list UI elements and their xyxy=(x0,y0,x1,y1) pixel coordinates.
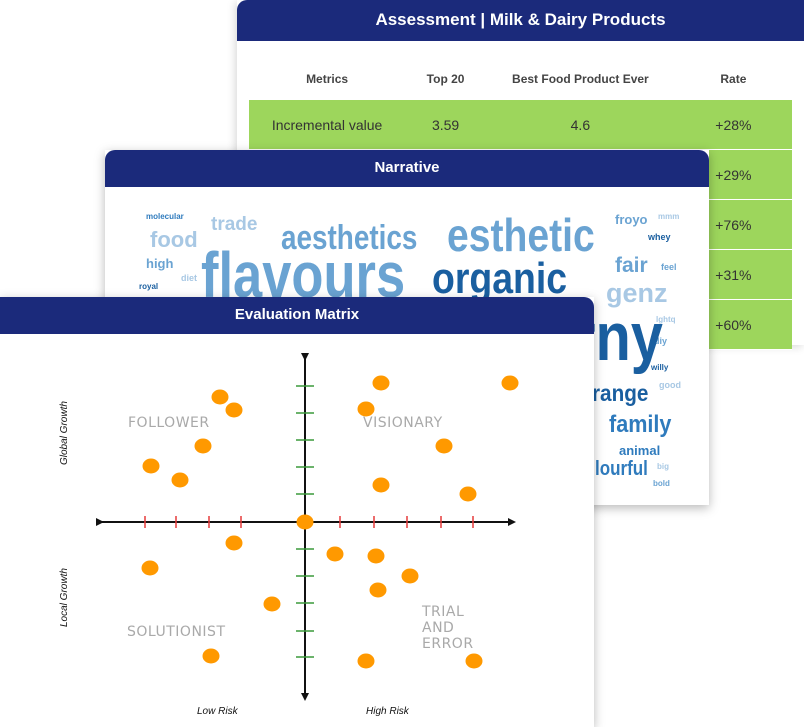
matrix-data-point xyxy=(141,560,159,576)
table-cell: 3.59 xyxy=(405,100,486,150)
matrix-data-point xyxy=(211,389,229,405)
word-cloud-word: high xyxy=(146,256,174,271)
matrix-plot: FOLLOWER VISIONARY SOLUTIONIST TRIAL AND… xyxy=(59,353,519,717)
word-cloud-word: feel xyxy=(661,262,677,272)
matrix-data-point xyxy=(142,458,160,474)
matrix-data-point xyxy=(225,402,243,418)
quadrant-label-visionary: VISIONARY xyxy=(363,415,443,431)
matrix-data-point xyxy=(459,486,477,502)
matrix-data-point xyxy=(372,477,390,493)
word-cloud-word: lghtq xyxy=(656,315,676,324)
table-header-row: Metrics Top 20 Best Food Product Ever Ra… xyxy=(249,58,792,100)
word-cloud: molecular trade food high diet royal aesthetic… xyxy=(105,187,709,505)
matrix-data-point xyxy=(263,596,281,612)
word-cloud-word: big xyxy=(657,462,669,471)
matrix-data-point xyxy=(171,472,189,488)
table-cell: +28% xyxy=(674,100,792,150)
word-cloud-word: trade xyxy=(211,214,258,235)
word-cloud-word: diet xyxy=(181,273,198,283)
axis-ticks xyxy=(144,385,474,658)
word-cloud-word: lourful xyxy=(595,458,648,480)
word-cloud-word: food xyxy=(150,227,198,252)
word-cloud-word: range xyxy=(592,380,649,406)
matrix-data-point xyxy=(194,438,212,454)
word-cloud-word: family xyxy=(609,411,672,438)
matrix-data-point xyxy=(401,568,419,584)
table-cell: 4.6 xyxy=(485,100,675,150)
matrix-data-point xyxy=(225,535,243,551)
quadrant-label-follower: FOLLOWER xyxy=(128,415,210,431)
word-cloud-word: genz xyxy=(606,278,668,308)
matrix-data-point xyxy=(357,401,375,417)
matrix-data-point xyxy=(369,582,387,598)
matrix-data-point xyxy=(372,375,390,391)
quadrant-label-trial: TRIAL xyxy=(421,604,464,620)
y-axis-label-global-growth: Global Growth xyxy=(59,401,70,465)
assessment-title: Assessment | Milk & Dairy Products xyxy=(237,0,804,41)
word-cloud-word: royal xyxy=(139,282,159,291)
data-points xyxy=(141,375,519,669)
evaluation-matrix-card: Evaluation Matrix FOLLOWER VISIONARY SOL… xyxy=(0,297,594,727)
narrative-title: Narrative xyxy=(105,150,709,187)
word-cloud-word: fair xyxy=(615,254,648,277)
word-cloud-word: molecular xyxy=(146,212,184,221)
quadrant-label-error: ERROR xyxy=(422,636,474,652)
word-cloud-word: willy xyxy=(651,363,669,372)
y-axis-label-local-growth: Local Growth xyxy=(59,568,70,627)
table-cell: Incremental value xyxy=(249,100,406,150)
quadrant-label-and: AND xyxy=(422,620,454,636)
matrix-data-point xyxy=(501,375,519,391)
matrix-data-point xyxy=(357,653,375,669)
x-axis-label-low-risk: Low Risk xyxy=(197,706,239,717)
column-header-metrics: Metrics xyxy=(306,72,349,86)
table-row: Incremental value 3.59 4.6 +28% xyxy=(249,100,792,150)
word-cloud-word: esthetic xyxy=(447,209,595,261)
matrix-data-point xyxy=(296,514,314,530)
word-cloud-word: diy xyxy=(654,336,668,346)
matrix-data-point xyxy=(465,653,483,669)
word-cloud-word: organic xyxy=(432,254,568,303)
matrix-data-point xyxy=(367,548,385,564)
word-cloud-word: bold xyxy=(653,479,670,488)
matrix-title: Evaluation Matrix xyxy=(0,297,594,334)
column-header-rate: Rate xyxy=(720,72,747,86)
word-cloud-word: froyo xyxy=(615,212,648,227)
word-cloud-word: aesthetics xyxy=(281,219,418,257)
matrix-data-point xyxy=(326,546,344,562)
word-cloud-word: mmm xyxy=(658,212,680,221)
word-cloud-word: animal xyxy=(619,443,661,458)
word-cloud-word: good xyxy=(659,380,681,390)
column-header-top20: Top 20 xyxy=(426,72,465,86)
column-header-best-food: Best Food Product Ever xyxy=(512,72,649,86)
matrix-data-point xyxy=(202,648,220,664)
x-axis-label-high-risk: High Risk xyxy=(366,706,410,717)
word-cloud-word: flavours xyxy=(201,239,406,311)
word-cloud-word: whey xyxy=(648,232,671,242)
matrix-data-point xyxy=(435,438,453,454)
quadrant-label-solutionist: SOLUTIONIST xyxy=(127,624,226,640)
